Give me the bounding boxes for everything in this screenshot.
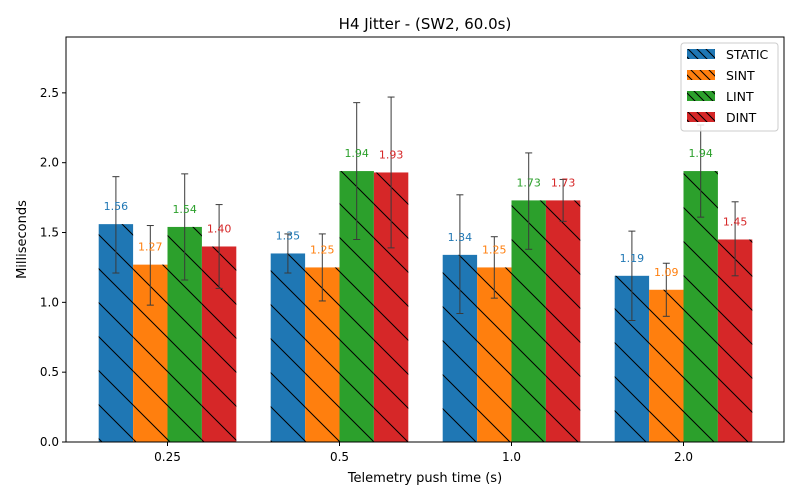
bar-dint-2.0 bbox=[717, 239, 753, 442]
legend-label: DINT bbox=[726, 110, 757, 125]
bars-layer bbox=[98, 171, 753, 442]
value-label-lint-1.0: 1.73 bbox=[516, 176, 541, 189]
x-axis: 0.25 0.5 1.0 2.0 bbox=[154, 442, 693, 464]
value-label-sint-2.0: 1.09 bbox=[654, 266, 679, 279]
bar-hatch bbox=[270, 253, 306, 442]
legend-label: STATIC bbox=[726, 47, 769, 62]
y-axis-label: Milliseconds bbox=[15, 200, 30, 279]
error-bar-lint-1.0 bbox=[525, 152, 533, 250]
error-bar-static-1.0 bbox=[456, 194, 464, 315]
value-label-static-2.0: 1.19 bbox=[620, 252, 645, 265]
value-label-static-0.5: 1.35 bbox=[276, 229, 301, 242]
value-label-static-1.0: 1.34 bbox=[448, 231, 473, 244]
error-bar-lint-0.5 bbox=[353, 102, 361, 240]
bar-hatch bbox=[545, 200, 581, 442]
y-tick-label: 2.5 bbox=[40, 86, 59, 100]
error-bar-dint-0.5 bbox=[387, 96, 395, 249]
legend-label: SINT bbox=[726, 68, 755, 83]
error-bar-sint-1.0 bbox=[490, 236, 498, 299]
y-tick-label: 0.0 bbox=[40, 435, 59, 449]
bar-static-0.5 bbox=[270, 253, 306, 442]
error-bars-layer bbox=[112, 96, 739, 321]
legend-item-static: STATIC bbox=[687, 47, 769, 62]
legend-item-lint: LINT bbox=[687, 89, 754, 104]
legend-box bbox=[680, 42, 779, 132]
error-bar-static-2.0 bbox=[628, 230, 636, 321]
error-bar-dint-2.0 bbox=[731, 201, 739, 277]
x-tick-label: 0.25 bbox=[154, 450, 181, 464]
error-bar-lint-0.25 bbox=[181, 173, 189, 281]
plot-frame bbox=[65, 36, 785, 443]
value-label-lint-0.25: 1.54 bbox=[172, 203, 197, 216]
x-tick-label: 0.5 bbox=[330, 450, 349, 464]
bar-sint-2.0 bbox=[649, 289, 684, 442]
value-labels-layer: 1.56 1.35 1.34 1.19 1.27 1.25 1.25 1.09 1.54 1.94… bbox=[104, 147, 748, 279]
legend-item-sint: SINT bbox=[687, 68, 755, 83]
legend: STATIC SINT LINT DINT bbox=[680, 42, 779, 132]
value-label-dint-0.25: 1.40 bbox=[207, 222, 232, 235]
value-label-sint-0.5: 1.25 bbox=[310, 243, 335, 256]
bar-static-2.0 bbox=[614, 275, 650, 442]
legend-swatch-hatch bbox=[687, 91, 715, 101]
y-tick-label: 2.0 bbox=[40, 156, 59, 170]
y-tick-label: 1.0 bbox=[40, 295, 59, 309]
legend-swatch-hatch bbox=[687, 70, 715, 80]
y-tick-label: 1.5 bbox=[40, 226, 59, 240]
error-bar-sint-2.0 bbox=[662, 262, 670, 317]
bar-sint-0.5 bbox=[305, 267, 340, 442]
error-bar-sint-0.25 bbox=[146, 225, 154, 306]
value-label-dint-1.0: 1.73 bbox=[551, 176, 576, 189]
legend-swatch-hatch bbox=[687, 112, 715, 122]
value-label-lint-0.5: 1.94 bbox=[344, 147, 369, 160]
x-tick-label: 2.0 bbox=[674, 450, 693, 464]
value-label-lint-2.0: 1.94 bbox=[688, 147, 713, 160]
error-bar-static-0.5 bbox=[284, 233, 292, 274]
x-tick-label: 1.0 bbox=[502, 450, 521, 464]
value-label-dint-2.0: 1.45 bbox=[723, 216, 748, 229]
legend-label: LINT bbox=[726, 89, 754, 104]
value-label-sint-0.25: 1.27 bbox=[138, 241, 163, 254]
y-tick-label: 0.5 bbox=[40, 365, 59, 379]
bar-sint-0.25 bbox=[133, 264, 168, 442]
legend-swatch-hatch bbox=[687, 49, 715, 59]
value-label-static-0.25: 1.56 bbox=[104, 200, 129, 213]
value-label-sint-1.0: 1.25 bbox=[482, 243, 507, 256]
legend-item-dint: DINT bbox=[687, 110, 757, 125]
y-axis: 0.0 0.5 1.0 1.5 2.0 2.5 bbox=[40, 86, 66, 449]
chart-title: H4 Jitter - (SW2, 60.0s) bbox=[339, 15, 512, 33]
error-bar-dint-0.25 bbox=[215, 204, 223, 289]
error-bar-sint-0.5 bbox=[318, 233, 326, 302]
x-axis-label: Telemetry push time (s) bbox=[347, 471, 502, 486]
bar-dint-1.0 bbox=[545, 200, 581, 442]
error-bar-dint-1.0 bbox=[559, 178, 567, 222]
error-bar-static-0.25 bbox=[112, 176, 120, 274]
value-label-dint-0.5: 1.93 bbox=[379, 148, 404, 161]
